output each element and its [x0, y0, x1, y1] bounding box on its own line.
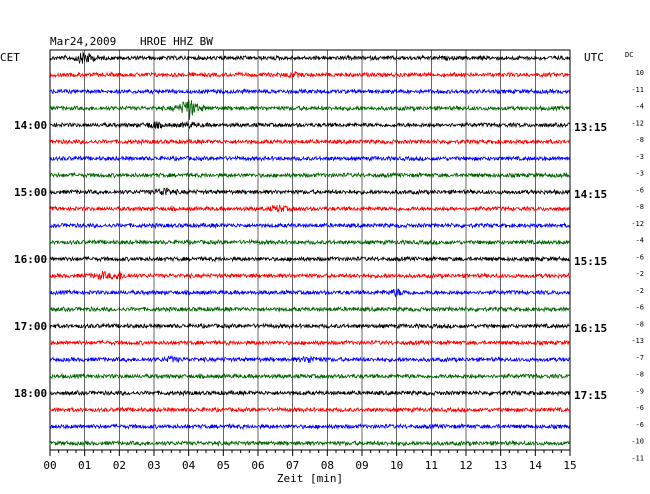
dc-offset-label: -13: [631, 337, 644, 345]
trace-23: [49, 439, 571, 447]
dc-offset-label: -10: [631, 438, 644, 446]
x-tick-label: 05: [217, 459, 230, 472]
right-hour-label: 17:15: [574, 389, 607, 402]
dc-offset-label: -8: [636, 320, 644, 328]
trace-0: [49, 51, 571, 65]
trace-2: [49, 87, 571, 96]
dc-offset-label: -7: [636, 354, 644, 362]
x-tick-label: 10: [390, 459, 403, 472]
trace-9: [49, 204, 571, 214]
dc-offset-label: -8: [636, 203, 644, 211]
plot-frame: [49, 49, 571, 451]
left-hour-label: 14:00: [14, 119, 47, 132]
right-timezone-label: UTC: [584, 51, 604, 64]
dc-offset-label: -8: [636, 136, 644, 144]
dc-offset-label: -6: [636, 304, 644, 312]
x-tick-label: 02: [113, 459, 126, 472]
trace-1: [49, 70, 571, 79]
dc-offset-label: -6: [636, 404, 644, 412]
dc-offset-label: -6: [636, 421, 644, 429]
x-tick-label: 04: [182, 459, 196, 472]
trace-21: [49, 406, 571, 414]
trace-8: [49, 187, 571, 197]
dc-offset-label: -8: [636, 371, 644, 379]
trace-14: [49, 288, 571, 298]
dc-offset-label: -3: [636, 170, 644, 178]
right-hour-label: 14:15: [574, 188, 607, 201]
dc-offset-label: -3: [636, 153, 644, 161]
trace-4: [49, 120, 571, 130]
right-hour-label: 15:15: [574, 255, 607, 268]
dc-offset-label: -4: [636, 103, 644, 111]
x-tick-label: 08: [321, 459, 334, 472]
trace-16: [49, 322, 571, 330]
record-date: Mar24,2009: [50, 35, 116, 48]
dc-offset-label: -2: [636, 270, 644, 278]
left-hour-label: 15:00: [14, 186, 47, 199]
dc-label: DC: [625, 51, 633, 59]
right-hour-label: 16:15: [574, 322, 607, 335]
dc-offset-label: -2: [636, 287, 644, 295]
time-grid: [49, 50, 571, 456]
trace-17: [49, 339, 571, 347]
trace-13: [49, 270, 571, 280]
dc-offset-label: -4: [636, 237, 644, 245]
dc-offset-label: -12: [631, 220, 644, 228]
trace-20: [49, 389, 571, 397]
dc-offset-label: -11: [631, 86, 644, 94]
left-hour-label: 17:00: [14, 320, 47, 333]
dc-offset-label: -12: [631, 119, 644, 127]
trace-19: [49, 372, 571, 380]
dc-offset-label: -6: [636, 253, 644, 261]
trace-11: [49, 238, 571, 246]
x-tick-label: 06: [251, 459, 264, 472]
x-tick-label: 09: [355, 459, 368, 472]
x-tick-label: 13: [494, 459, 507, 472]
trace-6: [49, 154, 571, 163]
right-hour-label: 13:15: [574, 121, 607, 134]
trace-5: [49, 138, 571, 146]
x-tick-label: 15: [563, 459, 576, 472]
x-tick-label: 03: [147, 459, 160, 472]
station-code: HROE HHZ BW: [140, 35, 213, 48]
trace-22: [49, 422, 571, 431]
trace-7: [49, 171, 571, 179]
x-tick-label: 14: [529, 459, 543, 472]
x-tick-label: 01: [78, 459, 91, 472]
dc-offset-label: -11: [631, 454, 644, 462]
x-axis-title: Zeit [min]: [277, 472, 343, 485]
x-tick-label: 00: [43, 459, 56, 472]
trace-12: [50, 255, 571, 263]
dc-offset-label: 10: [636, 69, 644, 77]
left-hour-label: 16:00: [14, 253, 47, 266]
x-tick-label: 12: [459, 459, 472, 472]
axis-labels: 00 01 02 03 04 05 06 07 08 09 10 11 12 13 14 15 10 -11 -4 -…: [14, 69, 644, 472]
x-tick-label: 07: [286, 459, 299, 472]
left-hour-label: 18:00: [14, 387, 47, 400]
left-timezone-label: CET: [0, 51, 20, 64]
plot-border: [49, 49, 571, 451]
trace-18: [49, 354, 571, 364]
trace-10: [49, 222, 571, 230]
x-tick-label: 11: [425, 459, 438, 472]
seismic-traces: [49, 51, 571, 447]
dc-offset-label: -9: [636, 387, 644, 395]
trace-15: [49, 305, 571, 313]
dc-offset-label: -6: [636, 186, 644, 194]
trace-3: [49, 98, 571, 120]
